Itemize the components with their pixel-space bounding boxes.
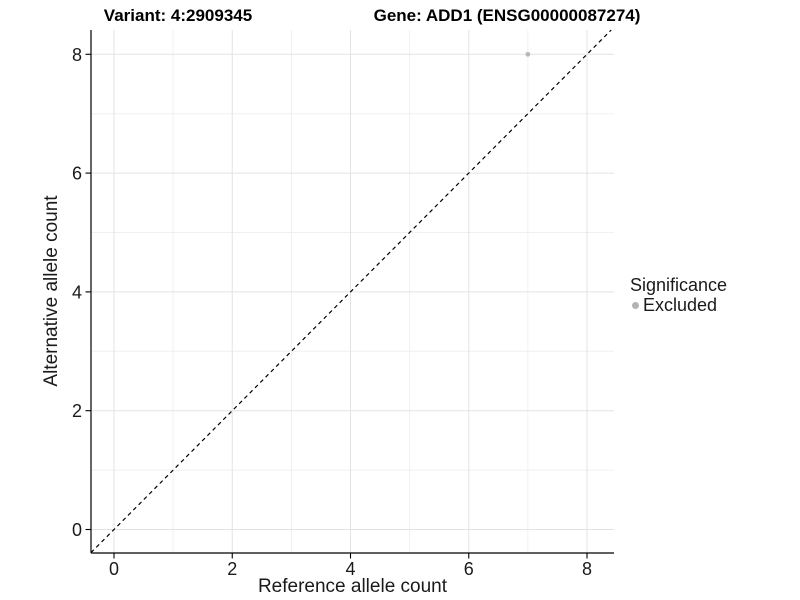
x-tick-label: 0	[109, 559, 119, 579]
x-axis-title: Reference allele count	[257, 576, 448, 597]
x-tick-label: 6	[464, 559, 474, 579]
legend-title: Significance	[630, 275, 728, 295]
y-tick-label: 8	[72, 45, 82, 65]
identity-dashed-line	[90, 29, 612, 554]
y-axis-title: Alternative allele count	[41, 195, 62, 387]
y-tick-label: 0	[72, 520, 82, 540]
legend: Significance Excluded	[630, 275, 727, 315]
gene-title: Gene: ADD1 (ENSG00000087274)	[373, 6, 641, 25]
x-tick-label: 2	[227, 559, 237, 579]
y-tick-label: 6	[72, 164, 82, 184]
legend-point-icon	[632, 301, 639, 309]
variant-title: Variant: 4:2909345	[103, 6, 253, 25]
x-tick-label: 8	[582, 559, 592, 579]
y-tick-label: 2	[72, 401, 82, 421]
legend-item-excluded: Excluded	[630, 295, 727, 315]
data-point	[525, 51, 531, 57]
y-tick-label: 4	[72, 282, 82, 302]
x-tick-label: 4	[345, 559, 355, 579]
legend-item-label: Excluded	[643, 295, 718, 315]
